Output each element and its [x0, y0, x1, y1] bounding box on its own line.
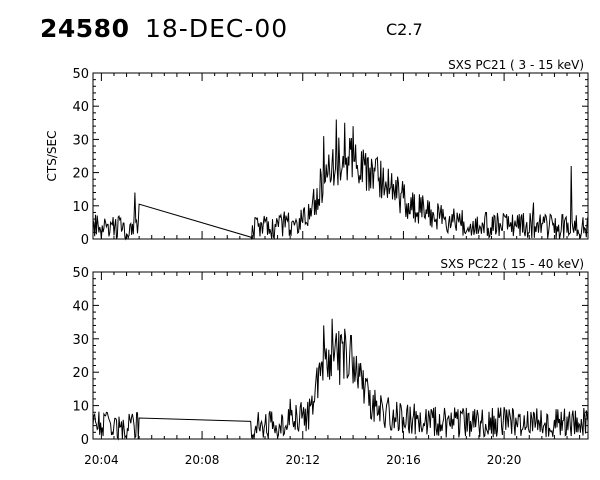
data-series-2	[92, 318, 589, 441]
data-series-1	[92, 119, 589, 241]
y-tick-label: 50	[72, 67, 89, 82]
plot-title-2: SXS PC22 ( 15 - 40 keV)	[440, 257, 584, 271]
event-id: 24580	[40, 14, 130, 43]
plot-title-1: SXS PC21 ( 3 - 15 keV)	[448, 58, 584, 72]
y-tick-label: 20	[72, 366, 89, 381]
event-date: 18-DEC-00	[145, 14, 289, 43]
x-tick-label: 20:20	[487, 453, 522, 467]
y-tick-label: 20	[72, 167, 89, 182]
y-tick-label: 40	[72, 100, 89, 115]
y-tick-label: 30	[72, 133, 89, 148]
page-header: 24580 18-DEC-00 C2.7	[0, 0, 600, 50]
x-tick-label: 20:16	[386, 453, 421, 467]
y-tick-label: 30	[72, 333, 89, 348]
y-tick-label: 10	[72, 400, 89, 415]
x-tick-label: 20:08	[185, 453, 220, 467]
plot-frame-1	[92, 72, 589, 240]
flare-class: C2.7	[386, 20, 423, 39]
y-tick-label: 40	[72, 299, 89, 314]
x-tick-label: 20:12	[285, 453, 320, 467]
y-tick-label: 0	[81, 233, 89, 248]
y-tick-label: 10	[72, 200, 89, 215]
y-tick-label: 0	[81, 433, 89, 448]
y-tick-label: 50	[72, 266, 89, 281]
y-axis-label: CTS/SEC	[45, 131, 59, 182]
x-tick-label: 20:04	[84, 453, 119, 467]
